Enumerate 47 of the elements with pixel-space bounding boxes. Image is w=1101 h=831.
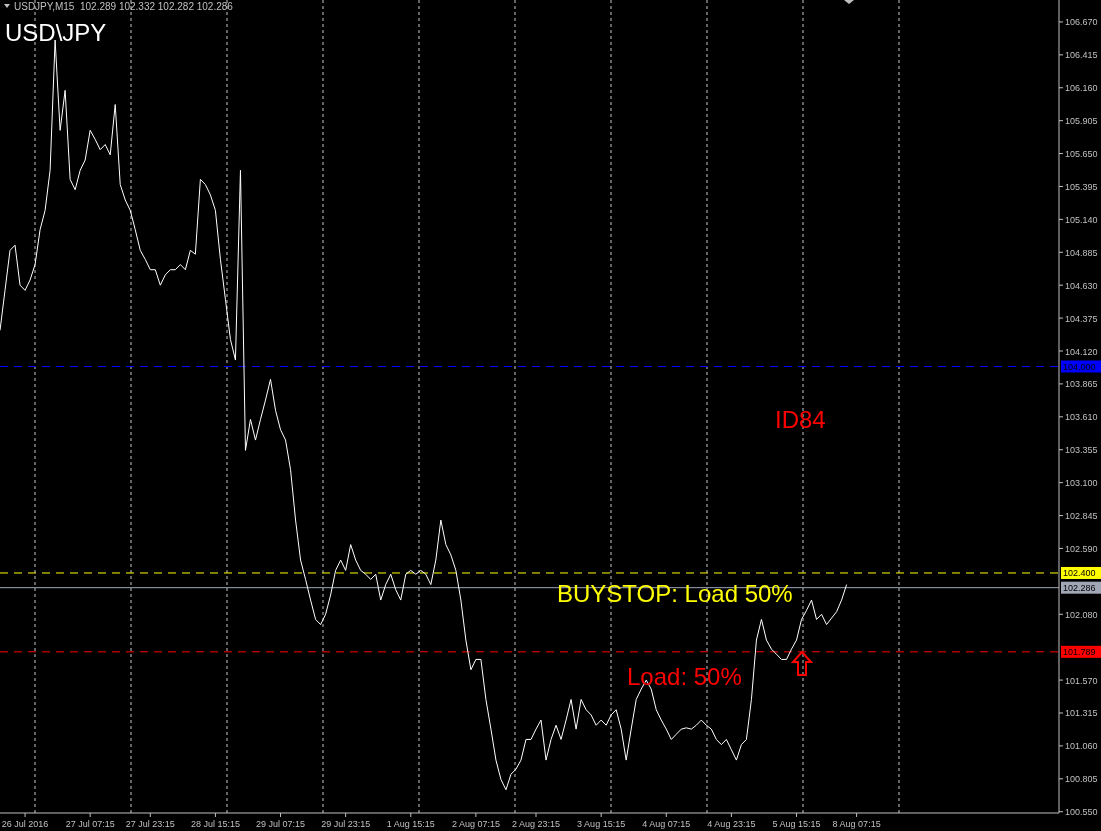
x-tick-label: 3 Aug 15:15	[577, 819, 626, 829]
y-tick-label: 106.670	[1065, 17, 1098, 28]
x-tick-label: 1 Aug 15:15	[386, 819, 435, 829]
x-tick-label: 2 Aug 23:15	[511, 819, 561, 829]
x-tick-label: 27 Jul 23:15	[125, 819, 175, 829]
y-tick-label: 106.160	[1065, 83, 1098, 94]
x-tick-label: 28 Jul 15:15	[190, 819, 240, 829]
x-tick-label: 4 Aug 23:15	[707, 819, 756, 829]
y-tick-label: 101.570	[1065, 675, 1098, 686]
line-series	[0, 39, 848, 791]
y-tick-label: 105.395	[1065, 181, 1098, 192]
text: USD\JPY	[5, 19, 107, 46]
y-tick-label: 104.630	[1065, 280, 1098, 291]
chart-title: USDJPY,M15 102.289 102.332 102.282 102.286	[14, 1, 234, 12]
annotation: Load: 50%	[627, 663, 742, 690]
y-tick-label: 102.845	[1065, 511, 1098, 522]
y-tick-label: 101.060	[1065, 741, 1098, 752]
x-tick-label: 5 Aug 15:15	[772, 819, 821, 829]
ref-line-label: 102.400	[1063, 568, 1096, 579]
y-tick-label: 103.610	[1065, 412, 1098, 423]
x-tick-label: 8 Aug 07:15	[832, 819, 881, 829]
x-tick-label: 26 Jul 2016	[1, 819, 49, 829]
y-tick-label: 101.315	[1065, 708, 1098, 719]
y-tick-label: 102.590	[1065, 543, 1098, 554]
x-tick-label: 29 Jul 23:15	[321, 819, 371, 829]
y-tick-label: 105.905	[1065, 116, 1098, 127]
y-tick-label: 104.375	[1065, 313, 1098, 324]
y-tick-label: 105.140	[1065, 214, 1098, 225]
y-tick-label: 103.355	[1065, 445, 1098, 456]
annotation: ID84	[775, 406, 826, 433]
x-tick-label: 2 Aug 07:15	[451, 819, 500, 829]
y-tick-label: 103.100	[1065, 478, 1098, 489]
y-tick-label: 100.550	[1065, 807, 1098, 818]
y-tick-label: 100.805	[1065, 774, 1098, 785]
ref-line-label: 102.286	[1063, 583, 1096, 594]
x-tick-label: 4 Aug 07:15	[642, 819, 691, 829]
y-tick-label: 103.865	[1065, 379, 1098, 390]
annotation: BUYSTOP: Load 50%	[557, 580, 793, 607]
y-tick-label: 104.120	[1065, 346, 1098, 357]
ref-line-label: 104.000	[1063, 362, 1096, 372]
y-tick-label: 104.885	[1065, 247, 1098, 258]
y-tick-label: 102.080	[1065, 609, 1098, 620]
x-tick-label: 27 Jul 07:15	[65, 819, 115, 829]
y-tick-label: 105.650	[1065, 149, 1098, 160]
y-tick-label: 106.415	[1065, 50, 1098, 61]
ref-line-label: 101.789	[1063, 647, 1096, 658]
x-tick-label: 29 Jul 07:15	[256, 819, 306, 829]
